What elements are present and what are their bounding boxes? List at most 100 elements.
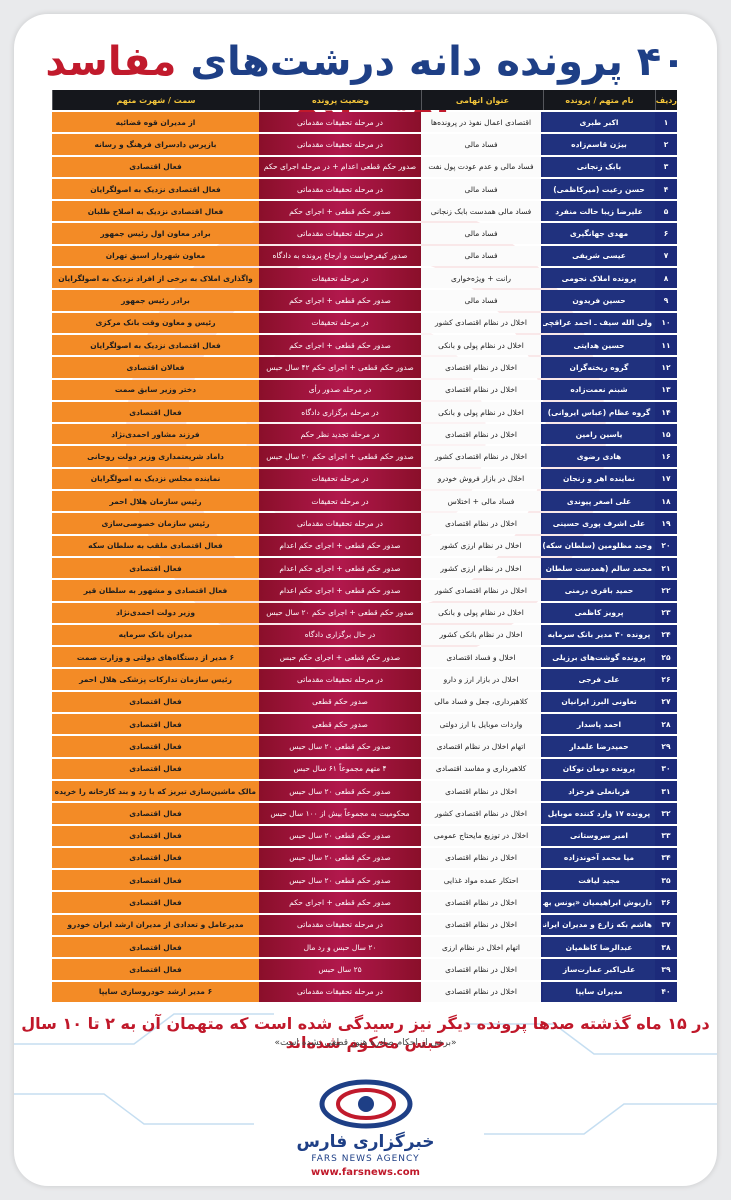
table-row: ۳۸ عبدالرضا کاظمیان اتهام اخلال در نظام ار…	[52, 936, 677, 958]
row-status: ۲۵ سال حبس	[259, 959, 421, 980]
row-charge: اخلال در توزیع مایحتاج عمومی	[421, 825, 543, 846]
row-charge: اخلال در نظام اقتصادی	[421, 847, 543, 869]
row-position: فعال اقتصادی نزدیک به اصولگرایان	[52, 178, 259, 200]
row-charge: اخلال در نظام اقتصادی	[421, 379, 543, 400]
table-row: ۴۰ مدیران سایپا اخلال در نظام اقتصادی در مر…	[52, 981, 677, 1002]
row-status: در حال برگزاری دادگاه	[259, 624, 421, 646]
row-position: مدیرعامل و تعدادی از مدیران ارشد ایران خ…	[52, 914, 259, 935]
row-position: برادر رئیس جمهور	[52, 290, 259, 311]
row-charge: فساد مالی	[421, 290, 543, 311]
row-name: مدیران سایپا	[543, 981, 655, 1002]
table-header-row: ردیف نام متهم / پرونده عنوان اتهامی وضعی…	[52, 90, 677, 110]
row-index: ۸	[655, 268, 677, 289]
row-index: ۲	[655, 134, 677, 155]
row-charge: اخلال در نظام اقتصادی	[421, 424, 543, 445]
row-position: بازپرس دادسرای فرهنگ و رسانه	[52, 134, 259, 155]
row-status: صدور حکم قطعی + اجرای حکم ۴۲ سال حبس	[259, 357, 421, 378]
row-charge: اخلال در نظام ارزی کشور	[421, 557, 543, 579]
row-index: ۷	[655, 245, 677, 267]
row-position: فرزند مشاور احمدی‌نژاد	[52, 424, 259, 445]
row-index: ۳۲	[655, 803, 677, 824]
logo-text-en: FARS NEWS AGENCY	[311, 1154, 420, 1164]
row-charge: اخلال در نظام اقتصادی	[421, 357, 543, 378]
table-row: ۴ حسن رعیت (میرکاظمی) فساد مالی در مرحله تح…	[52, 178, 677, 200]
row-charge: اتهام اخلال در نظام اقتصادی	[421, 736, 543, 757]
row-position: فعال اقتصادی نزدیک به اصولگرایان	[52, 334, 259, 356]
row-position: فعال اقتصادی و مشهور به سلطان قیر	[52, 580, 259, 601]
row-index: ۳۴	[655, 847, 677, 869]
row-position: فعال اقتصادی	[52, 803, 259, 824]
table-row: ۲۸ احمد پاسدار واردات موبایل با ارز دولتی ص…	[52, 714, 677, 735]
row-position: مالک ماشین‌سازی تبریز که با زد و بند کار…	[52, 780, 259, 802]
row-name: پرونده ۳۰ مدیر بانک سرمایه	[543, 624, 655, 646]
row-position: فعال اقتصادی	[52, 936, 259, 958]
row-position: فعال اقتصادی	[52, 847, 259, 869]
table-row: ۳۱ قربانعلی فرخزاد اخلال در نظام اقتصادی صد…	[52, 780, 677, 802]
row-status: صدور کیفرخواست و ارجاع پرونده به دادگاه	[259, 245, 421, 267]
table-row: ۱۲ گروه ریخته‌گران اخلال در نظام اقتصادی صد…	[52, 357, 677, 378]
row-index: ۹	[655, 290, 677, 311]
row-charge: اخلال در بازار ارز و دارو	[421, 669, 543, 690]
row-name: مهدی جهانگیری	[543, 223, 655, 244]
row-charge: فساد مالی	[421, 178, 543, 200]
row-charge: اقتصادی اعمال نفوذ در پرونده‌ها	[421, 112, 543, 133]
row-status: صدور حکم قطعی	[259, 691, 421, 713]
row-position: فعالان اقتصادی	[52, 357, 259, 378]
row-charge: اخلال در نظام اقتصادی	[421, 892, 543, 913]
row-index: ۳۳	[655, 825, 677, 846]
row-position: رئیس سازمان هلال احمر	[52, 491, 259, 512]
table-row: ۱۹ علی اشرف پوری حسینی اخلال در نظام اقتصا…	[52, 513, 677, 534]
row-position: از مدیران قوه قضائیه	[52, 112, 259, 133]
row-position: فعال اقتصادی	[52, 156, 259, 177]
row-index: ۲۰	[655, 535, 677, 556]
footer-note: در ۱۵ ماه گذشته صدها پرونده دیگر نیز رسی…	[21, 1014, 710, 1052]
row-position: واگذاری املاک به برخی از افراد نزدیک به …	[52, 268, 259, 289]
row-index: ۲۸	[655, 714, 677, 735]
row-index: ۲۵	[655, 647, 677, 668]
row-name: علی اشرف پوری حسینی	[543, 513, 655, 534]
row-index: ۳۵	[655, 870, 677, 891]
row-status: در مرحله تحقیقات مقدماتی	[259, 112, 421, 133]
row-status: در مرحله تحقیقات	[259, 312, 421, 333]
row-charge: رانت + ویژه‌خواری	[421, 268, 543, 289]
row-index: ۳۷	[655, 914, 677, 935]
row-charge: اخلال در نظام اقتصادی کشور	[421, 580, 543, 601]
table-row: ۱۱ حسین هدایتی اخلال در نظام پولی و بانکی ص…	[52, 334, 677, 356]
row-index: ۳۸	[655, 936, 677, 958]
table-row: ۳ بابک زنجانی فساد مالی و عدم عودت پول نفت…	[52, 156, 677, 177]
row-charge: اخلال در بازار فروش خودرو	[421, 468, 543, 490]
table-row: ۱۵ یاسین رامین اخلال در نظام اقتصادی در مرح…	[52, 424, 677, 445]
row-name: میا محمد آخوندزاده	[543, 847, 655, 869]
row-index: ۲۹	[655, 736, 677, 757]
row-name: مجید لیافت	[543, 870, 655, 891]
row-charge: اخلال در نظام اقتصادی کشور	[421, 446, 543, 467]
row-name: نماینده اهر و زنجان	[543, 468, 655, 490]
row-index: ۲۴	[655, 624, 677, 646]
row-charge: اخلال در نظام پولی و بانکی	[421, 602, 543, 623]
row-index: ۳۱	[655, 780, 677, 802]
row-charge: اخلال در نظام پولی و بانکی	[421, 401, 543, 423]
row-charge: فساد مالی	[421, 245, 543, 267]
table-row: ۲۰ وحید مظلومین (سلطان سکه) اخلال در نظام …	[52, 535, 677, 556]
row-status: ۴ متهم مجموعاً ۶۱ سال حبس	[259, 758, 421, 779]
row-position: فعال اقتصادی	[52, 691, 259, 713]
table-row: ۲۷ تعاونی البرز ایرانیان کلاهبرداری، جعل و…	[52, 691, 677, 713]
website-url[interactable]: www.farsnews.com	[311, 1167, 420, 1178]
row-name: حسین فریدون	[543, 290, 655, 311]
row-status: در مرحله تحقیقات مقدماتی	[259, 914, 421, 935]
row-position: فعال اقتصادی	[52, 892, 259, 913]
table-row: ۳۴ میا محمد آخوندزاده اخلال در نظام اقتصاد…	[52, 847, 677, 869]
row-status: صدور حکم قطعی ۲۰ سال حبس	[259, 847, 421, 869]
row-status: صدور حکم قطعی ۲۰ سال حبس	[259, 780, 421, 802]
row-name: پرونده ۱۷ وارد کننده موبایل	[543, 803, 655, 824]
row-status: در مرحله صدور رأی	[259, 379, 421, 400]
row-charge: فساد مالی	[421, 223, 543, 244]
row-status: صدور حکم قطعی + اجرای حکم اعدام	[259, 580, 421, 601]
row-index: ۲۱	[655, 557, 677, 579]
row-charge: اخلال در نظام اقتصادی کشور	[421, 803, 543, 824]
header-name: نام متهم / پرونده	[543, 90, 655, 110]
table-row: ۳۳ امیر سروستانی اخلال در توزیع مایحتاج عم…	[52, 825, 677, 846]
row-index: ۱۷	[655, 468, 677, 490]
